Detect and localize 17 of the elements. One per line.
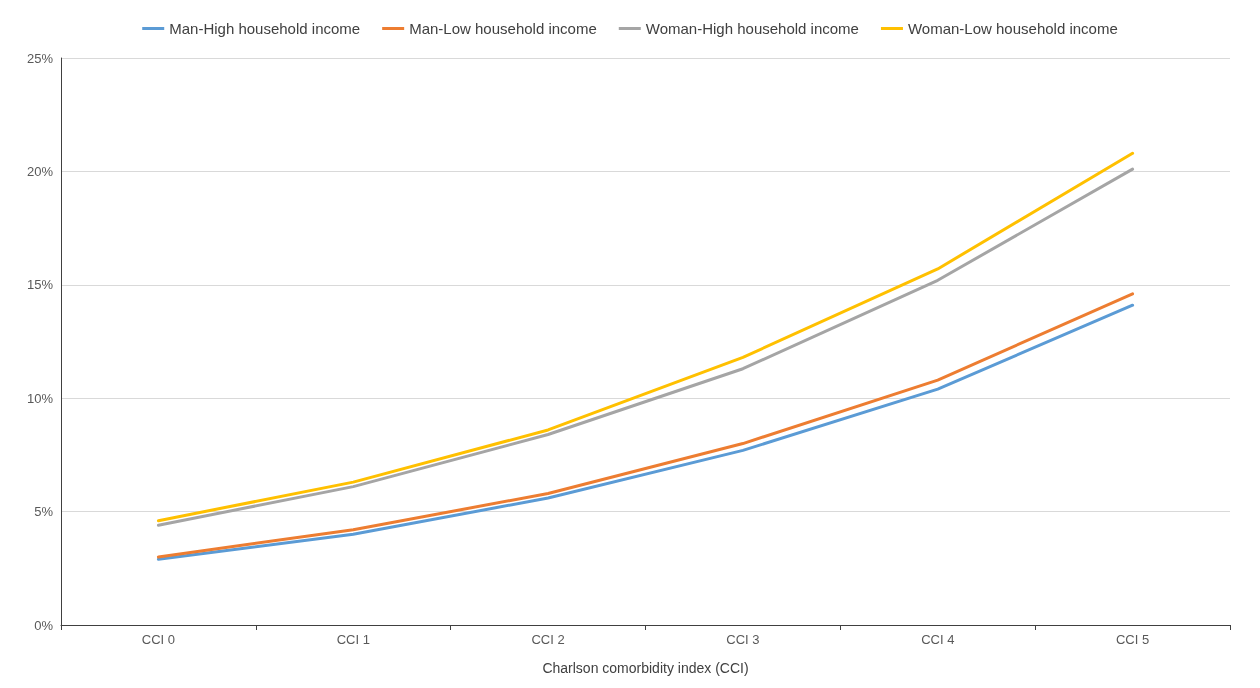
y-tick-label: 10% xyxy=(26,390,54,406)
x-tick-label: CCI 3 xyxy=(726,632,760,647)
legend-label: Woman-Low household income xyxy=(907,20,1118,37)
y-tick-label: 15% xyxy=(26,277,54,293)
y-tick-label: 25% xyxy=(26,50,54,66)
x-tick-label: CCI 0 xyxy=(141,632,176,647)
x-tick-label: CCI 1 xyxy=(336,632,370,647)
x-tick-label: CCI 5 xyxy=(1115,632,1150,647)
x-axis-title: Charlson comorbidity index (CCI) xyxy=(542,660,749,676)
y-tick-label: 20% xyxy=(26,163,54,179)
x-tick-label: CCI 2 xyxy=(531,632,565,647)
legend-label: Man-High household income xyxy=(169,20,361,37)
y-tick-label: 5% xyxy=(34,504,54,520)
y-tick-label: 0% xyxy=(34,617,54,633)
x-tick-label: CCI 4 xyxy=(921,632,955,647)
legend-label: Woman-High household income xyxy=(645,20,859,37)
legend-label: Man-Low household income xyxy=(409,20,597,37)
